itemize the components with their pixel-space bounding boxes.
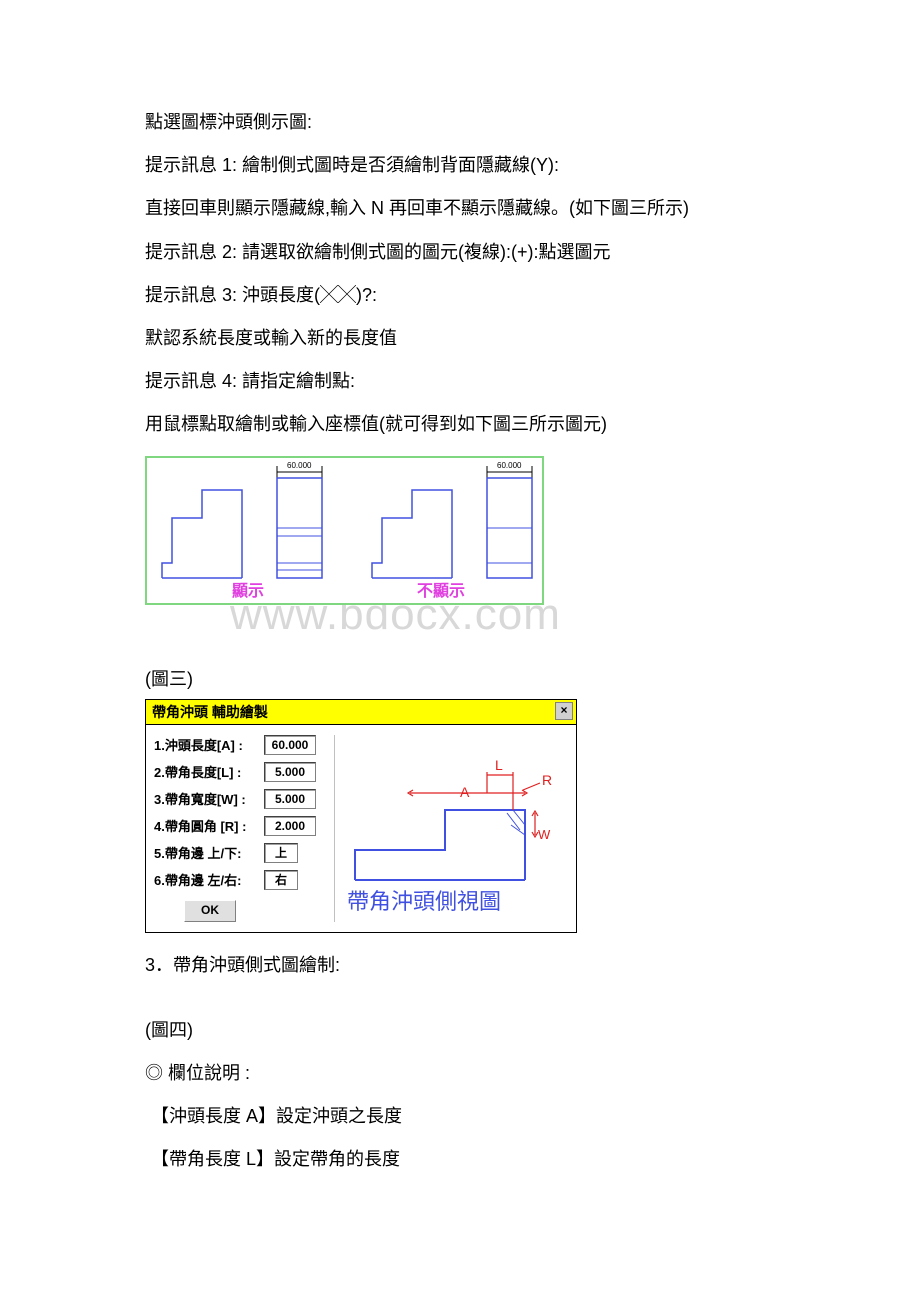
chamfer-width-input[interactable]: 5.000: [264, 789, 316, 809]
paragraph: 點選圖標沖頭側示圖:: [145, 110, 775, 135]
paragraph: 直接回車則顯示隱藏線,輸入 N 再回車不顯示隱藏線。(如下圖三所示): [145, 196, 775, 221]
field-label: 3.帶角寬度[W] :: [154, 789, 264, 808]
figure3-caption: (圖三): [145, 665, 775, 691]
diagram-label-a: A: [460, 784, 470, 800]
dim-label: 60.000: [287, 461, 312, 470]
paragraph: 用鼠標點取繪制或輸入座標值(就可得到如下圖三所示圖元): [145, 412, 775, 437]
chamfer-radius-input[interactable]: 2.000: [264, 816, 316, 836]
diagram-label-l: L: [495, 757, 503, 773]
field-desc-header: ◎ 欄位說明 :: [145, 1061, 775, 1086]
paragraph: 提示訊息 4: 請指定繪制點:: [145, 369, 775, 394]
diagram-caption: 帶角沖頭側視圖: [347, 884, 501, 916]
leftright-input[interactable]: 右: [264, 870, 298, 890]
close-icon[interactable]: ×: [555, 702, 573, 720]
figure3-show-label: 顯示: [232, 577, 264, 601]
diagram-label-r: R: [542, 772, 552, 788]
updown-input[interactable]: 上: [264, 843, 298, 863]
diagram-label-w: W: [538, 827, 551, 842]
section-title: 3．帶角沖頭側式圖繪制:: [145, 953, 775, 978]
punch-length-input[interactable]: 60.000: [264, 735, 316, 755]
field-desc: 【帶角長度 L】設定帶角的長度: [151, 1147, 775, 1172]
field-label: 1.沖頭長度[A] :: [154, 735, 264, 754]
dialog-title-bar: 帶角沖頭 輔助繪製 ×: [146, 700, 576, 725]
field-label: 2.帶角長度[L] :: [154, 762, 264, 781]
paragraph: 默認系統長度或輸入新的長度值: [145, 326, 775, 351]
figure4-caption: (圖四): [145, 1018, 775, 1043]
figure-3: 60.000 60.000: [145, 456, 775, 605]
field-desc: 【沖頭長度 A】設定沖頭之長度: [151, 1104, 775, 1129]
field-label: 4.帶角圓角 [R] :: [154, 816, 264, 835]
paragraph: 提示訊息 1: 繪制側式圖時是否須繪制背面隱藏線(Y):: [145, 153, 775, 178]
dialog-title-text: 帶角沖頭 輔助繪製: [152, 704, 268, 720]
dialog-window: 帶角沖頭 輔助繪製 × 1.沖頭長度[A] : 60.000 2.帶角長度[L]…: [145, 699, 577, 933]
dim-label: 60.000: [497, 461, 522, 470]
paragraph: 提示訊息 2: 請選取欲繪制側式圖的圖元(複線):(+):點選圖元: [145, 240, 775, 265]
field-label: 5.帶角邊 上/下:: [154, 843, 264, 862]
figure3-hide-label: 不顯示: [417, 577, 465, 601]
dialog-diagram: A L R W 帶角沖頭側視圖: [334, 735, 560, 922]
field-label: 6.帶角邊 左/右:: [154, 870, 264, 889]
ok-button[interactable]: OK: [184, 900, 236, 922]
chamfer-length-input[interactable]: 5.000: [264, 762, 316, 782]
paragraph: 提示訊息 3: 沖頭長度(╳╳)?:: [145, 283, 775, 308]
figure3-svg: 60.000 60.000: [147, 458, 542, 603]
